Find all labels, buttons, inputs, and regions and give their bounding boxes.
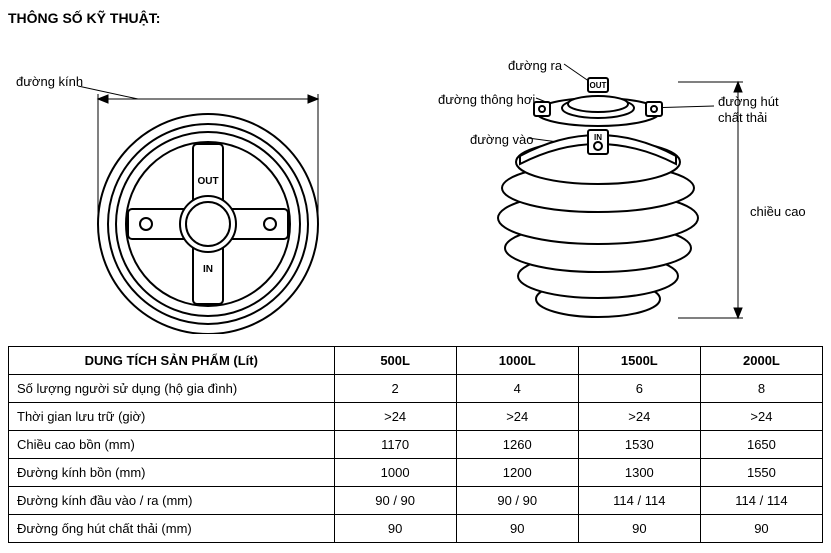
cell: >24: [456, 403, 578, 431]
table-row: Đường ống hút chất thải (mm) 90 90 90 90: [9, 515, 823, 543]
table-row: Số lượng người sử dụng (hộ gia đình) 2 4…: [9, 375, 823, 403]
cell: 1550: [700, 459, 822, 487]
row-label: Chiều cao bồn (mm): [9, 431, 335, 459]
top-in-text: IN: [203, 264, 213, 275]
label-diameter: đường kính: [16, 74, 83, 89]
top-out-text: OUT: [197, 176, 218, 187]
col-header: 500L: [334, 347, 456, 375]
cell: 1650: [700, 431, 822, 459]
cell: 1260: [456, 431, 578, 459]
cell: 90: [700, 515, 822, 543]
header-label: DUNG TÍCH SẢN PHẨM (Lít): [9, 347, 335, 375]
cell: 90 / 90: [456, 487, 578, 515]
table-row: Đường kính đầu vào / ra (mm) 90 / 90 90 …: [9, 487, 823, 515]
label-suction: đường hútchất thải: [718, 94, 779, 125]
cell: 4: [456, 375, 578, 403]
cell: 1170: [334, 431, 456, 459]
cell: 1530: [578, 431, 700, 459]
section-title: THÔNG SỐ KỸ THUẬT:: [8, 10, 823, 26]
row-label: Đường kính đầu vào / ra (mm): [9, 487, 335, 515]
label-height: chiều cao: [750, 204, 806, 219]
cell: 90: [578, 515, 700, 543]
cell: 1200: [456, 459, 578, 487]
table-row: Đường kính bồn (mm) 1000 1200 1300 1550: [9, 459, 823, 487]
table-header-row: DUNG TÍCH SẢN PHẨM (Lít) 500L 1000L 1500…: [9, 347, 823, 375]
col-header: 2000L: [700, 347, 822, 375]
col-header: 1500L: [578, 347, 700, 375]
col-header: 1000L: [456, 347, 578, 375]
cell: >24: [578, 403, 700, 431]
cell: 1300: [578, 459, 700, 487]
cell: 114 / 114: [578, 487, 700, 515]
top-view-diagram: đường kính: [8, 34, 348, 334]
row-label: Đường kính bồn (mm): [9, 459, 335, 487]
table-row: Chiều cao bồn (mm) 1170 1260 1530 1650: [9, 431, 823, 459]
cell: 114 / 114: [700, 487, 822, 515]
cell: 90 / 90: [334, 487, 456, 515]
row-label: Đường ống hút chất thải (mm): [9, 515, 335, 543]
side-out-text: OUT: [590, 81, 607, 90]
row-label: Số lượng người sử dụng (hộ gia đình): [9, 375, 335, 403]
cell: 90: [456, 515, 578, 543]
cell: >24: [334, 403, 456, 431]
table-row: Thời gian lưu trữ (giờ) >24 >24 >24 >24: [9, 403, 823, 431]
cell: >24: [700, 403, 822, 431]
cell: 6: [578, 375, 700, 403]
cell: 2: [334, 375, 456, 403]
spec-table: DUNG TÍCH SẢN PHẨM (Lít) 500L 1000L 1500…: [8, 346, 823, 543]
side-in-text: IN: [594, 133, 602, 142]
label-out: đường ra: [508, 58, 562, 73]
cell: 8: [700, 375, 822, 403]
cell: 1000: [334, 459, 456, 487]
table-body: Số lượng người sử dụng (hộ gia đình) 2 4…: [9, 375, 823, 543]
label-in: đường vào: [470, 132, 534, 147]
side-view-svg: OUT IN: [378, 34, 818, 334]
diagram-row: đường kính: [8, 34, 823, 334]
side-view-diagram: đường ra đường thông hơi đường vào đường…: [378, 34, 818, 334]
cell: 90: [334, 515, 456, 543]
label-vent: đường thông hơi: [438, 92, 535, 107]
row-label: Thời gian lưu trữ (giờ): [9, 403, 335, 431]
